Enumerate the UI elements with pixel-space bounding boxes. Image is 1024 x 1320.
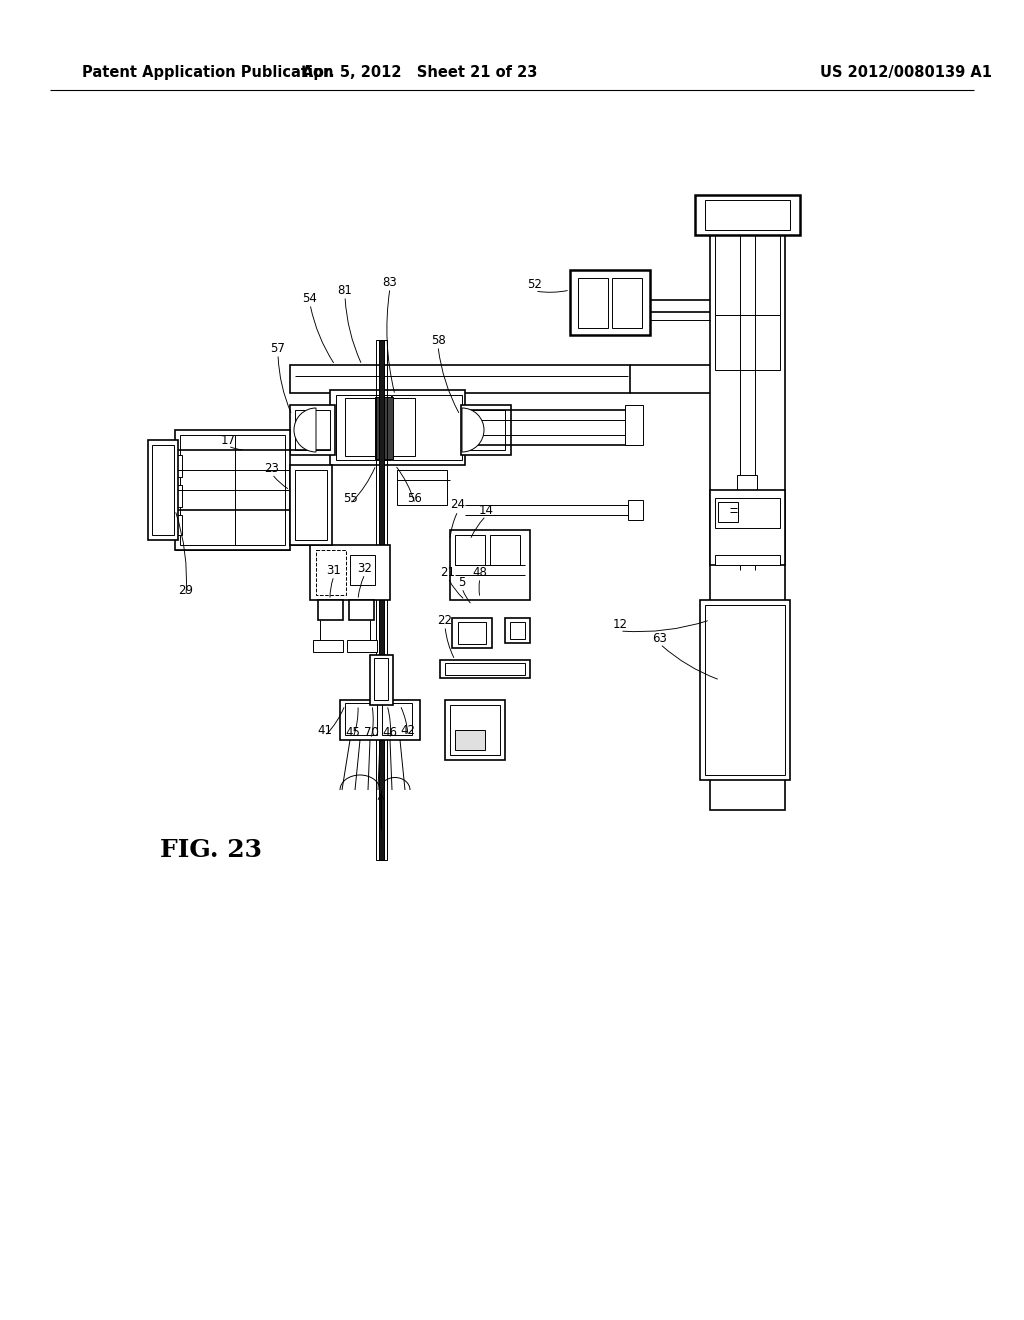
Bar [148, 440, 178, 540]
Text: 48: 48 [472, 565, 487, 578]
Text: 54: 54 [302, 292, 317, 305]
Bar [290, 465, 332, 545]
Bar [370, 655, 393, 705]
Bar [455, 730, 485, 750]
Text: 17: 17 [220, 433, 236, 446]
Bar [578, 279, 608, 327]
Bar [715, 315, 780, 370]
Bar [162, 515, 182, 535]
Bar [175, 430, 290, 550]
Text: Patent Application Publication: Patent Application Publication [82, 66, 334, 81]
Text: 52: 52 [527, 279, 543, 292]
Bar [505, 618, 530, 643]
Bar [628, 500, 643, 520]
Bar [452, 618, 492, 648]
Bar [310, 545, 390, 601]
Text: 56: 56 [408, 491, 423, 504]
Bar [700, 601, 790, 780]
Text: 81: 81 [338, 284, 352, 297]
Text: 42: 42 [400, 723, 416, 737]
Bar [162, 484, 182, 507]
Text: 41: 41 [317, 723, 333, 737]
Bar [347, 640, 377, 652]
Bar [625, 405, 643, 445]
Text: 55: 55 [343, 491, 357, 504]
Bar [290, 405, 335, 455]
Bar [379, 341, 384, 861]
Bar [234, 436, 285, 545]
Bar [715, 498, 780, 528]
Text: 57: 57 [270, 342, 286, 355]
Bar [349, 601, 374, 620]
Text: 58: 58 [431, 334, 445, 346]
Text: 21: 21 [440, 565, 456, 578]
Text: US 2012/0080139 A1: US 2012/0080139 A1 [820, 66, 992, 81]
Bar [490, 535, 520, 565]
Bar [450, 531, 530, 601]
Bar [510, 622, 525, 639]
Wedge shape [462, 408, 484, 451]
Text: 70: 70 [364, 726, 379, 739]
Text: 14: 14 [478, 503, 494, 516]
Bar [313, 640, 343, 652]
Bar [318, 601, 343, 620]
Bar [718, 502, 738, 521]
Text: 32: 32 [357, 561, 373, 574]
Bar [330, 389, 465, 465]
Bar [450, 705, 500, 755]
Text: 12: 12 [612, 619, 628, 631]
Text: 31: 31 [327, 564, 341, 577]
Bar [445, 663, 525, 675]
Bar [350, 554, 375, 585]
Text: 63: 63 [652, 631, 668, 644]
Bar [295, 411, 330, 450]
Bar [152, 445, 174, 535]
Text: 5: 5 [459, 576, 466, 589]
Bar [710, 230, 785, 810]
Bar [385, 399, 415, 455]
Bar [340, 700, 420, 741]
Bar [375, 397, 393, 459]
Bar [705, 201, 790, 230]
Bar [458, 622, 486, 644]
Bar [612, 279, 642, 327]
Wedge shape [294, 408, 316, 451]
Bar [461, 405, 511, 455]
Bar [376, 341, 387, 861]
Bar [695, 195, 800, 235]
Bar [180, 436, 234, 545]
Bar [162, 455, 182, 477]
Bar [397, 470, 447, 506]
Text: 46: 46 [383, 726, 397, 739]
Text: Apr. 5, 2012   Sheet 21 of 23: Apr. 5, 2012 Sheet 21 of 23 [302, 66, 538, 81]
Text: 29: 29 [178, 583, 194, 597]
Bar [374, 657, 388, 700]
Text: 24: 24 [451, 499, 466, 511]
Bar [737, 475, 757, 495]
Text: 23: 23 [264, 462, 280, 474]
Bar [715, 554, 780, 565]
Bar [295, 470, 327, 540]
Bar [570, 271, 650, 335]
Text: FIG. 23: FIG. 23 [160, 838, 262, 862]
Bar [316, 550, 346, 595]
Bar [455, 535, 485, 565]
Bar [715, 235, 780, 315]
Bar [445, 700, 505, 760]
Bar [465, 411, 505, 450]
Bar [345, 704, 377, 735]
Bar [392, 395, 462, 459]
Text: 83: 83 [383, 276, 397, 289]
Bar [440, 660, 530, 678]
Bar [336, 395, 391, 459]
Text: 45: 45 [345, 726, 360, 738]
Bar [345, 399, 380, 455]
Bar [290, 366, 630, 393]
Bar [705, 605, 785, 775]
Text: 22: 22 [437, 614, 453, 627]
Bar [710, 490, 785, 565]
Bar [382, 704, 412, 735]
